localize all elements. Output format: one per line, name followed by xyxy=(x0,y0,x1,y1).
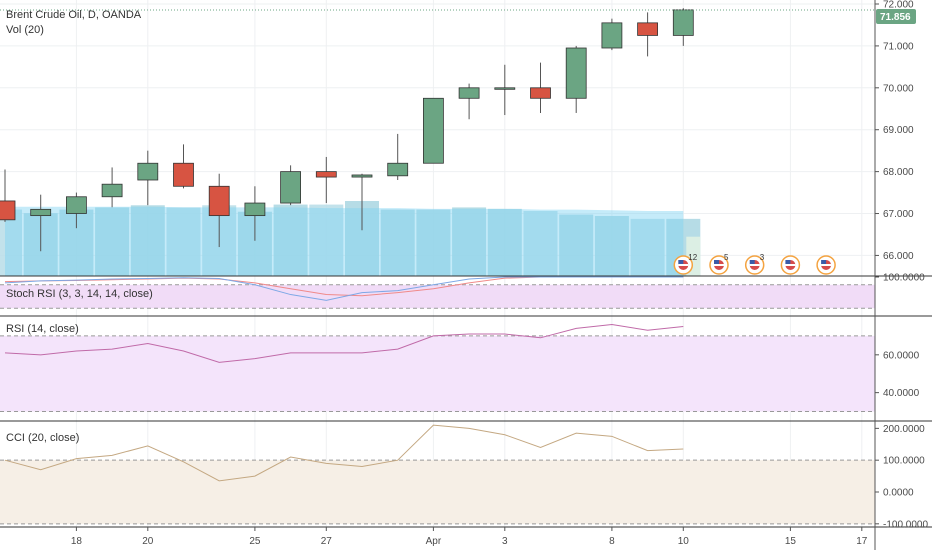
flag-icon xyxy=(749,264,760,266)
event-badges[interactable]: 12 5 3 xyxy=(673,253,836,275)
candlesticks xyxy=(0,8,875,252)
stoch-k-line xyxy=(4,276,684,301)
y-tick-label: 72.000 xyxy=(883,0,914,11)
indicator-panes xyxy=(0,276,875,525)
candle-body xyxy=(637,22,658,36)
candle-body xyxy=(208,185,230,217)
y-tick-label: 67.000 xyxy=(883,209,914,220)
rsi-line xyxy=(4,324,684,363)
event-badge[interactable]: 12 xyxy=(673,253,698,275)
candle-body xyxy=(173,162,194,187)
x-tick-label: 27 xyxy=(321,536,333,547)
x-tick-label: 18 xyxy=(71,536,83,547)
volume-bar xyxy=(380,209,415,276)
candle-body xyxy=(137,162,159,181)
y-tick-label: 60.0000 xyxy=(883,350,920,361)
last-price-tag-bg xyxy=(876,9,916,24)
x-tick-label: 15 xyxy=(785,536,797,547)
flag-icon xyxy=(714,260,719,264)
rsi-label: RSI (14, close) xyxy=(6,323,79,335)
chart-title: Brent Crude Oil, D, OANDA xyxy=(6,9,142,21)
flag-icon xyxy=(785,260,791,264)
volume-bar xyxy=(594,216,629,276)
y-tick-label: 100.0000 xyxy=(883,273,925,284)
x-tick-label: 20 xyxy=(142,536,154,547)
candle-body xyxy=(315,171,337,178)
cci-label: CCI (20, close) xyxy=(6,432,79,444)
candle-body xyxy=(565,47,587,99)
flag-icon xyxy=(749,260,755,264)
y-tick-label: 100.0000 xyxy=(883,456,925,467)
flag-icon xyxy=(678,264,689,266)
x-tick-label: 8 xyxy=(609,536,615,547)
candle-body xyxy=(458,87,480,99)
candle-body xyxy=(387,162,409,177)
candle-body xyxy=(494,87,516,90)
volume-ma-area xyxy=(5,206,684,276)
candle-body xyxy=(351,174,373,178)
candle-body xyxy=(30,208,52,217)
indicator-band xyxy=(0,335,875,412)
event-badge[interactable]: 3 xyxy=(744,253,765,275)
indicator-band xyxy=(0,460,875,524)
event-badge[interactable]: 5 xyxy=(709,253,729,275)
y-tick-label: 68.000 xyxy=(883,167,914,178)
event-badge[interactable] xyxy=(780,255,801,275)
candle-body xyxy=(672,9,694,36)
y-tick-label: -100.0000 xyxy=(883,519,928,530)
stoch-rsi-label: Stoch RSI (3, 3, 14, 14, close) xyxy=(6,288,153,300)
volume-bar xyxy=(559,214,594,276)
cci-line xyxy=(4,424,684,482)
flag-icon xyxy=(678,260,684,264)
x-tick-label: 25 xyxy=(249,536,261,547)
candle-body xyxy=(530,87,551,99)
candle-body xyxy=(601,22,623,49)
y-tick-label: 71.000 xyxy=(883,41,914,52)
candle-body xyxy=(0,200,16,221)
last-price-tag: 71.856 xyxy=(876,9,916,24)
volume-bar xyxy=(416,209,451,276)
volume-bar xyxy=(166,207,201,276)
volume-bar xyxy=(487,208,522,276)
indicator-band xyxy=(0,284,875,309)
x-tick-label: 17 xyxy=(856,536,868,547)
y-tick-label: 66.000 xyxy=(883,251,914,262)
y-tick-label: 200.0000 xyxy=(883,424,925,435)
y-tick-label: 40.0000 xyxy=(883,388,920,399)
x-tick-label: 3 xyxy=(502,536,508,547)
x-tick-label: Apr xyxy=(426,536,442,547)
flag-icon xyxy=(821,260,827,264)
volume-bar xyxy=(452,207,487,276)
volume-bar xyxy=(523,211,558,276)
y-tick-label: 69.000 xyxy=(883,125,914,136)
last-price-value: 71.856 xyxy=(880,12,911,23)
flag-icon xyxy=(785,264,796,266)
volume-bar xyxy=(95,207,130,276)
volume-bar xyxy=(273,204,308,276)
y-tick-label: 70.000 xyxy=(883,83,914,94)
candle-body xyxy=(280,171,302,204)
event-count: 3 xyxy=(760,253,765,262)
flag-icon xyxy=(714,264,724,266)
candle-body xyxy=(101,183,123,198)
flag-icon xyxy=(821,264,832,266)
candle-body xyxy=(66,196,87,214)
volume-bar xyxy=(309,204,344,276)
volume-label: Vol (20) xyxy=(6,24,44,36)
candle-body xyxy=(422,97,444,164)
volume-bar xyxy=(630,218,665,276)
x-tick-label: 10 xyxy=(678,536,690,547)
candle-body xyxy=(244,202,266,217)
volume-bar xyxy=(130,205,165,276)
y-tick-label: 0.0000 xyxy=(883,488,914,499)
event-count: 5 xyxy=(724,253,729,262)
event-badge[interactable] xyxy=(816,255,836,275)
volume-bar xyxy=(0,209,22,276)
event-count: 12 xyxy=(688,253,697,262)
volume-bars xyxy=(0,201,701,276)
